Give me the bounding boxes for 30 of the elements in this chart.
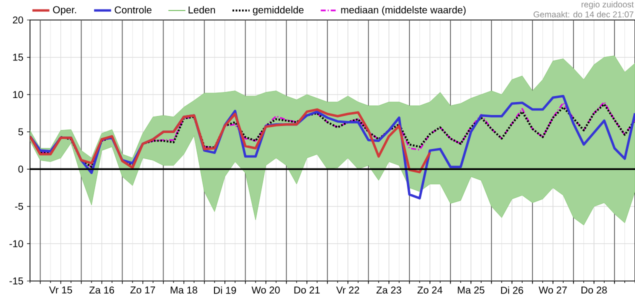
x-tick-label: Zo 24 (417, 286, 442, 294)
legend-label: Controle (114, 6, 152, 14)
line-series (30, 108, 432, 174)
text: Gemaakt: do 14 dec 21:07 (534, 11, 634, 18)
x-tick-label: Ma 25 (458, 286, 484, 294)
x-tick-label: Do 21 (294, 286, 320, 294)
y-tick-label: -15 (10, 278, 24, 284)
legend-label: mediaan (middelste waarde) (341, 6, 466, 16)
legend-label: gemiddelde (252, 6, 304, 16)
y-tick-label: 10 (13, 91, 24, 98)
x-tick-label: Ma 18 (170, 286, 198, 294)
text: regio zuidoost (582, 1, 634, 10)
x-tick-label: Do 28 (582, 286, 607, 294)
y-tick-label: 20 (12, 16, 24, 24)
x-tick-label: Di 19 (214, 286, 236, 294)
x-tick-label: Wo 27 (538, 286, 567, 294)
x-tick-label: Za 16 (89, 286, 114, 294)
y-tick-label: 15 (13, 54, 24, 61)
y-tick-label: 5 (18, 128, 24, 136)
x-tick-label: Zo 17 (130, 286, 156, 294)
x-tick-label: Vr 15 (49, 286, 72, 294)
legend-label: Leden (188, 6, 215, 14)
y-tick-label: -5 (15, 202, 24, 210)
y-tick-label: -10 (10, 240, 24, 248)
x-tick-label: Wo 20 (252, 286, 280, 294)
x-tick-label: Vr 22 (336, 286, 360, 294)
x-tick-label: Za 23 (376, 286, 402, 294)
y-tick-label: 0 (18, 166, 24, 173)
legend-label: Oper. (53, 6, 76, 16)
x-tick-label: Di 26 (501, 286, 524, 294)
